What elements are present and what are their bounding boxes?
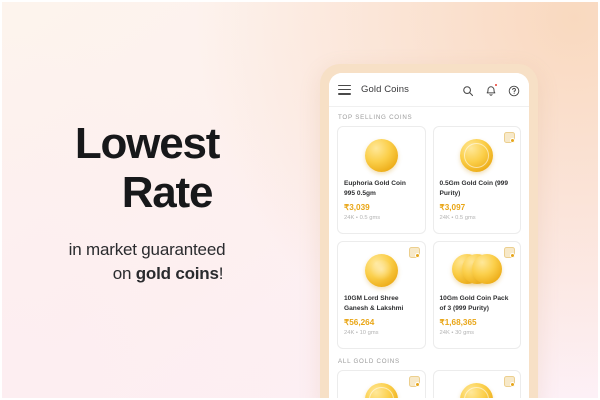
app-bar-actions: [462, 82, 520, 96]
certificate-badge-icon: [504, 247, 515, 258]
app-bar-title: Gold Coins: [361, 84, 409, 95]
bell-icon[interactable]: [485, 82, 498, 96]
product-image: [344, 249, 419, 291]
product-spec: 24K • 0.5 gms: [439, 215, 476, 222]
headline-line-2: Rate: [121, 167, 214, 217]
subheadline-prefix: on: [112, 264, 136, 284]
phone-mockup: Gold Coins: [320, 64, 538, 398]
gold-coin-icon: [460, 382, 494, 398]
app-bar: Gold Coins: [329, 73, 529, 107]
notification-dot: [493, 82, 498, 87]
marketing-copy: Lowest Rate in market guaranteed on gold…: [2, 119, 292, 287]
certificate-badge-icon: [504, 132, 515, 143]
hamburger-menu-icon[interactable]: [338, 84, 351, 95]
product-image: [440, 378, 515, 398]
help-circle-icon[interactable]: [508, 84, 520, 96]
gold-coin-icon: [364, 253, 398, 287]
subheadline-suffix: !: [218, 264, 224, 284]
product-spec: 24K • 30 gms: [439, 330, 475, 337]
gold-coin-icon: [460, 138, 494, 172]
product-image: [344, 378, 419, 398]
product-spec: 24K • 0.5 gms: [344, 215, 381, 222]
product-image: [344, 134, 419, 176]
product-card[interactable]: [337, 370, 426, 398]
product-price: ₹1,68,365: [439, 318, 477, 328]
product-image: [440, 134, 515, 176]
search-icon[interactable]: [462, 84, 474, 96]
phone-screen: Gold Coins: [329, 73, 529, 398]
subheadline-emphasis: gold coins: [135, 264, 219, 284]
product-title: 0.5Gm Gold Coin (999 Purity): [439, 180, 509, 198]
product-image: [440, 249, 515, 291]
product-price: ₹3,039: [344, 203, 370, 213]
product-card[interactable]: [432, 370, 521, 398]
gold-coin-stack-icon: [451, 253, 502, 287]
product-price: ₹56,264: [344, 318, 375, 328]
headline: Lowest Rate: [2, 119, 292, 217]
headline-line-1: Lowest: [74, 119, 221, 168]
section-label-top-selling: TOP SELLING COINS: [329, 107, 529, 126]
top-selling-grid: Euphoria Gold Coin 995 0.5gm ₹3,039 24K …: [329, 126, 529, 349]
product-card[interactable]: 0.5Gm Gold Coin (999 Purity) ₹3,097 24K …: [432, 126, 521, 234]
product-card[interactable]: 10GM Lord Shree Ganesh & Lakshmi ₹56,264…: [337, 241, 426, 349]
subheadline-line-1: in market guaranteed: [68, 239, 226, 259]
gold-coin-icon: [364, 138, 398, 172]
certificate-badge-icon: [408, 376, 420, 387]
certificate-badge-icon: [408, 247, 420, 258]
subheadline: in market guaranteed on gold coins!: [2, 238, 292, 287]
product-title: 10GM Lord Shree Ganesh & Lakshmi: [344, 295, 404, 313]
subheadline-line-2: on gold coins!: [44, 262, 292, 287]
product-spec: 24K • 10 gms: [344, 330, 379, 337]
product-price: ₹3,097: [439, 203, 466, 213]
product-card[interactable]: Euphoria Gold Coin 995 0.5gm ₹3,039 24K …: [337, 126, 426, 234]
section-label-all-gold-coins: ALL GOLD COINS: [329, 349, 529, 370]
product-card[interactable]: 10Gm Gold Coin Pack of 3 (999 Purity) ₹1…: [432, 241, 521, 349]
gold-coin-icon: [364, 382, 398, 398]
product-title: Euphoria Gold Coin 995 0.5gm: [344, 180, 406, 198]
product-title: 10Gm Gold Coin Pack of 3 (999 Purity): [439, 295, 509, 313]
certificate-badge-icon: [504, 376, 515, 387]
all-gold-coins-grid: [329, 370, 529, 398]
